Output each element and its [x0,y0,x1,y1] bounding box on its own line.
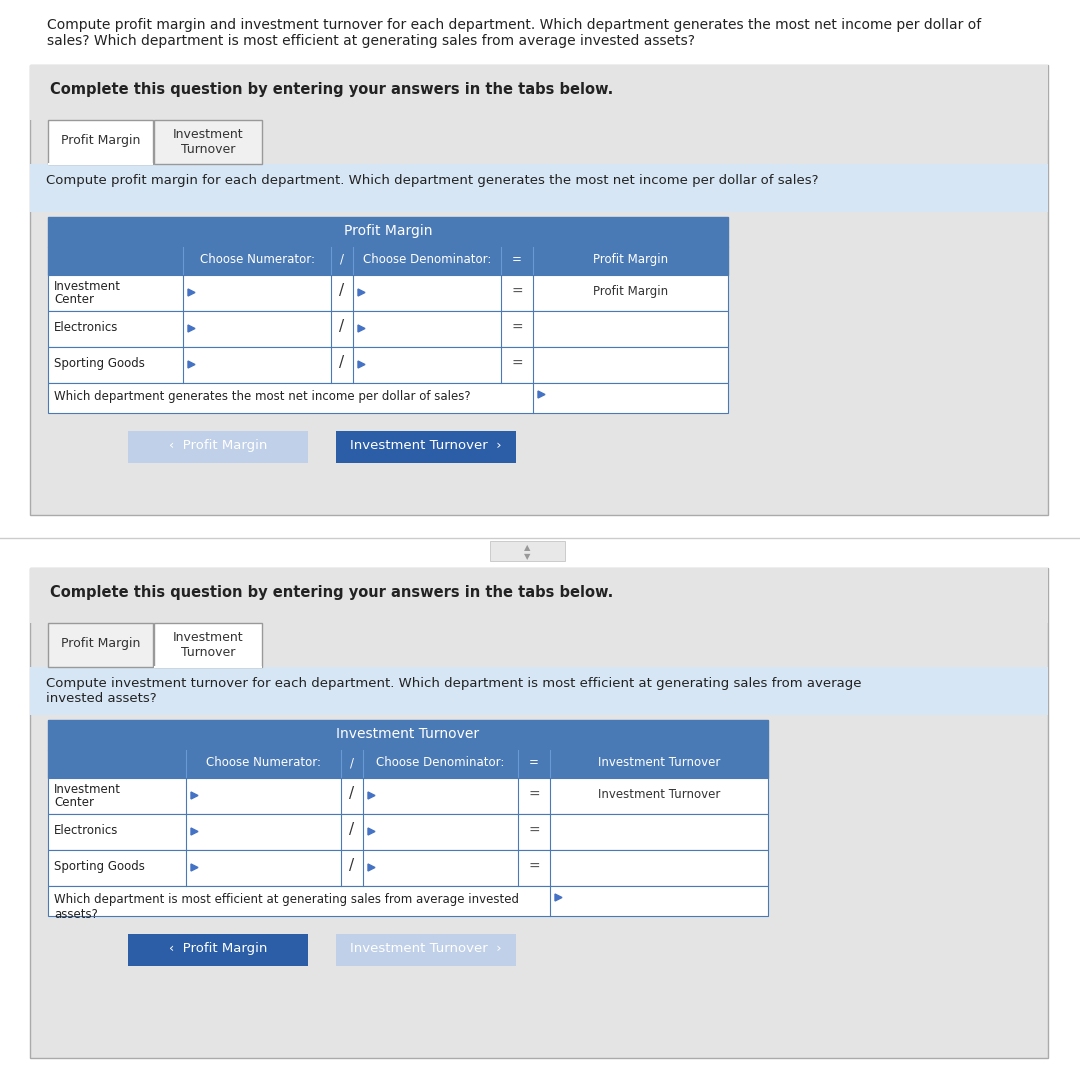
Text: Which department is most efficient at generating sales from average invested
ass: Which department is most efficient at ge… [54,893,519,921]
Polygon shape [357,325,365,332]
Bar [30,66,1048,515]
Bar [48,624,153,667]
Text: Investment
Turnover: Investment Turnover [173,128,243,156]
Bar [490,541,565,561]
Bar [154,120,262,164]
Bar [154,624,262,667]
Bar [48,814,768,850]
Text: Profit Margin: Profit Margin [343,224,432,238]
Bar [30,568,1048,624]
Text: /: / [339,355,345,370]
Polygon shape [191,864,198,871]
Bar [48,311,728,347]
Text: Investment: Investment [54,783,121,796]
Text: =: = [528,788,540,802]
Bar [30,667,1048,715]
Text: Profit Margin: Profit Margin [60,134,140,147]
Text: =: = [511,321,523,335]
Polygon shape [357,361,365,368]
Bar [129,934,308,966]
Bar [48,120,153,164]
Text: Investment
Turnover: Investment Turnover [173,631,243,658]
Text: /: / [340,253,345,266]
Text: Choose Numerator:: Choose Numerator: [200,253,314,266]
Bar [30,66,1048,120]
Text: Complete this question by entering your answers in the tabs below.: Complete this question by entering your … [50,585,613,600]
Text: Complete this question by entering your answers in the tabs below.: Complete this question by entering your … [50,82,613,97]
Text: Profit Margin: Profit Margin [60,637,140,650]
Bar [30,164,1048,212]
Text: /: / [350,858,354,873]
Polygon shape [357,289,365,296]
Polygon shape [368,828,375,835]
Text: Choose Numerator:: Choose Numerator: [206,756,321,769]
Text: =: = [528,860,540,874]
Bar [48,217,728,247]
Text: Center: Center [54,293,94,306]
Polygon shape [191,792,198,799]
Polygon shape [188,289,195,296]
Text: /: / [350,786,354,802]
Bar [48,750,768,778]
Text: ▼: ▼ [524,551,530,561]
Text: Investment Turnover  ›: Investment Turnover › [350,439,502,452]
Text: /: / [339,319,345,334]
Bar [336,934,516,966]
Text: Investment Turnover: Investment Turnover [598,756,720,769]
Text: Sporting Goods: Sporting Goods [54,357,145,370]
Text: Center: Center [54,796,94,809]
Text: ‹  Profit Margin: ‹ Profit Margin [168,439,267,452]
Text: /: / [339,283,345,298]
Text: Compute profit margin for each department. Which department generates the most n: Compute profit margin for each departmen… [46,174,819,187]
Text: Electronics: Electronics [54,824,119,836]
Polygon shape [368,792,375,799]
Text: Compute profit margin and investment turnover for each department. Which departm: Compute profit margin and investment tur… [48,17,982,48]
Bar [30,568,1048,1058]
Text: =: = [511,285,523,299]
Polygon shape [188,325,195,332]
Text: =: = [512,253,522,266]
Text: Sporting Goods: Sporting Goods [54,860,145,873]
Text: Profit Margin: Profit Margin [593,253,669,266]
Bar [48,720,768,750]
Text: ▲: ▲ [524,543,530,551]
Text: =: = [528,824,540,838]
Polygon shape [188,361,195,368]
Text: Investment: Investment [54,280,121,293]
Bar [48,778,768,814]
Bar [129,431,308,463]
Bar [48,163,153,165]
Text: Compute investment turnover for each department. Which department is most effici: Compute investment turnover for each dep… [46,677,862,705]
Text: Choose Denominator:: Choose Denominator: [363,253,491,266]
Bar [48,347,728,383]
Polygon shape [191,828,198,835]
Bar [48,275,728,311]
Text: Profit Margin: Profit Margin [593,285,669,298]
Text: =: = [529,756,539,769]
Polygon shape [538,391,545,397]
Bar [48,247,728,275]
Text: Investment Turnover: Investment Turnover [337,727,480,741]
Text: /: / [350,756,354,769]
Polygon shape [368,864,375,871]
Text: /: / [350,822,354,836]
Bar [336,431,516,463]
Text: Investment Turnover: Investment Turnover [598,788,720,802]
Text: Which department generates the most net income per dollar of sales?: Which department generates the most net … [54,390,471,403]
Text: Choose Denominator:: Choose Denominator: [376,756,504,769]
Text: ‹  Profit Margin: ‹ Profit Margin [168,942,267,956]
Text: =: = [511,357,523,371]
Text: Electronics: Electronics [54,321,119,334]
Polygon shape [555,894,562,901]
Bar [48,886,768,916]
Bar [48,383,728,413]
Bar [48,850,768,886]
Bar [154,666,262,668]
Text: Investment Turnover  ›: Investment Turnover › [350,942,502,956]
